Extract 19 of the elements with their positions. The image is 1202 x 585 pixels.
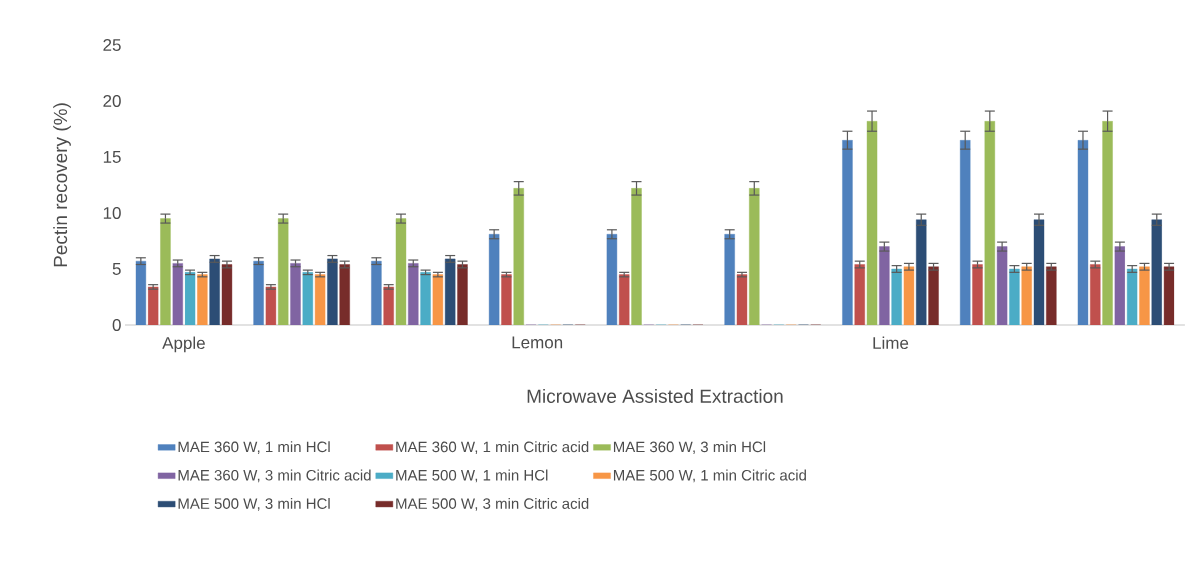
x-axis-title: Microwave Assisted Extraction [527,389,783,403]
y-tick-label: 10 [103,206,121,220]
legend-label: MAE 360 W, 1 min Citric acid [396,441,589,454]
x-tick-label: Apple [162,336,205,353]
x-tick-label: Lime [873,336,909,350]
x-tick-label: Lemon [512,336,563,349]
legend-label: MAE 500 W, 3 min Citric acid [396,497,589,511]
legend-label: MAE 360 W, 3 min Citric acid [178,469,371,483]
y-tick-label: 5 [112,263,121,275]
y-tick-label: 25 [103,38,121,52]
y-tick-label: 20 [103,94,121,108]
legend-label: MAE 500 W, 1 min HCl [396,469,548,483]
legend-label: MAE 360 W, 1 min HCl [178,441,330,454]
y-tick-label: 0 [112,318,121,332]
y-tick-label: 15 [103,151,121,163]
legend-label: MAE 360 W, 3 min HCl [613,441,766,454]
legend-label: MAE 500 W, 3 min HCl [178,497,330,511]
y-axis-title: Pectin recovery (%) [53,103,71,267]
legend-label: MAE 500 W, 1 min Citric acid [613,469,806,483]
